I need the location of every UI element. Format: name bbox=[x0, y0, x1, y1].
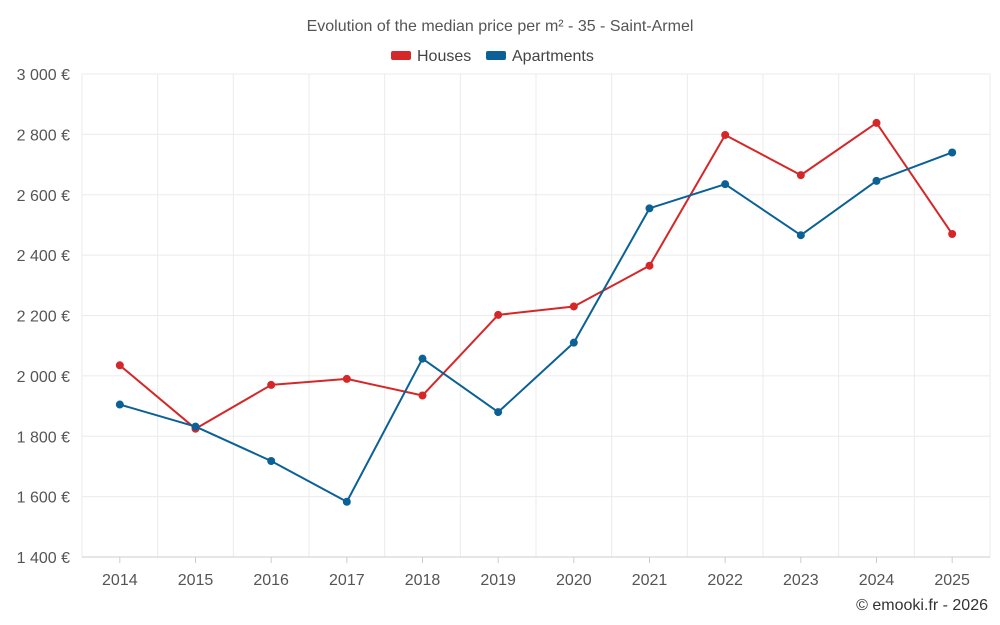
y-tick-label: 2 800 € bbox=[17, 127, 70, 144]
y-tick-label: 2 600 € bbox=[17, 188, 70, 205]
x-tick-label: 2025 bbox=[934, 572, 970, 589]
series-apartments bbox=[115, 148, 957, 506]
data-point-apartments[interactable] bbox=[418, 354, 427, 363]
data-point-houses[interactable] bbox=[645, 261, 654, 270]
legend-item-apartments[interactable]: Apartments bbox=[486, 48, 594, 65]
legend-swatch-houses bbox=[391, 51, 411, 60]
data-point-houses[interactable] bbox=[872, 118, 881, 127]
data-point-houses[interactable] bbox=[342, 374, 351, 383]
data-point-apartments[interactable] bbox=[796, 231, 805, 240]
legend-label-apartments: Apartments bbox=[512, 48, 594, 65]
data-point-apartments[interactable] bbox=[115, 400, 124, 409]
y-tick-label: 1 600 € bbox=[17, 490, 70, 507]
chart-title: Evolution of the median price per m² - 3… bbox=[307, 18, 694, 35]
y-axis: 1 400 € 1 600 € 1 800 € 2 000 € 2 200 € 2 400… bbox=[17, 67, 70, 567]
y-tick-label: 1 800 € bbox=[17, 429, 70, 446]
data-point-houses[interactable] bbox=[796, 171, 805, 180]
x-tick-label: 2023 bbox=[783, 572, 819, 589]
x-tick-label: 2024 bbox=[859, 572, 895, 589]
x-tick-label: 2015 bbox=[178, 572, 214, 589]
series-line-apartments bbox=[119, 151, 953, 503]
data-point-apartments[interactable] bbox=[872, 176, 881, 185]
x-tick-label: 2022 bbox=[707, 572, 743, 589]
data-point-houses[interactable] bbox=[494, 310, 503, 319]
x-tick-label: 2021 bbox=[632, 572, 668, 589]
data-point-apartments[interactable] bbox=[721, 180, 730, 189]
credit-text: © emooki.fr - 2026 bbox=[856, 597, 988, 614]
data-point-apartments[interactable] bbox=[191, 422, 200, 431]
grid bbox=[81, 73, 991, 558]
y-tick-label: 2 200 € bbox=[17, 309, 70, 326]
x-tick-label: 2017 bbox=[329, 572, 365, 589]
series-line-houses bbox=[119, 121, 953, 430]
y-tick-label: 1 400 € bbox=[17, 550, 70, 567]
x-tick-label: 2014 bbox=[102, 572, 138, 589]
legend: Houses Apartments bbox=[391, 48, 594, 65]
data-point-houses[interactable] bbox=[569, 302, 578, 311]
x-tick-label: 2020 bbox=[556, 572, 592, 589]
data-point-apartments[interactable] bbox=[645, 204, 654, 213]
data-point-apartments[interactable] bbox=[569, 338, 578, 347]
data-point-houses[interactable] bbox=[721, 130, 730, 139]
data-point-apartments[interactable] bbox=[267, 457, 276, 466]
y-tick-label: 3 000 € bbox=[17, 67, 70, 84]
y-tick-label: 2 400 € bbox=[17, 248, 70, 265]
data-point-apartments[interactable] bbox=[948, 148, 957, 157]
legend-swatch-apartments bbox=[486, 51, 506, 60]
data-point-apartments[interactable] bbox=[494, 408, 503, 417]
x-tick-label: 2019 bbox=[480, 572, 516, 589]
x-axis: 2014 2015 2016 2017 2018 2019 2020 2021 2022 2023… bbox=[82, 556, 990, 589]
data-point-houses[interactable] bbox=[418, 391, 427, 400]
data-point-apartments[interactable] bbox=[342, 497, 351, 506]
x-tick-label: 2018 bbox=[405, 572, 441, 589]
data-point-houses[interactable] bbox=[948, 229, 957, 238]
x-tick-label: 2016 bbox=[253, 572, 289, 589]
legend-item-houses[interactable]: Houses bbox=[391, 48, 471, 65]
series-layer bbox=[115, 118, 957, 506]
data-point-houses[interactable] bbox=[115, 361, 124, 370]
y-tick-label: 2 000 € bbox=[17, 369, 70, 386]
legend-label-houses: Houses bbox=[417, 48, 471, 65]
data-point-houses[interactable] bbox=[267, 380, 276, 389]
